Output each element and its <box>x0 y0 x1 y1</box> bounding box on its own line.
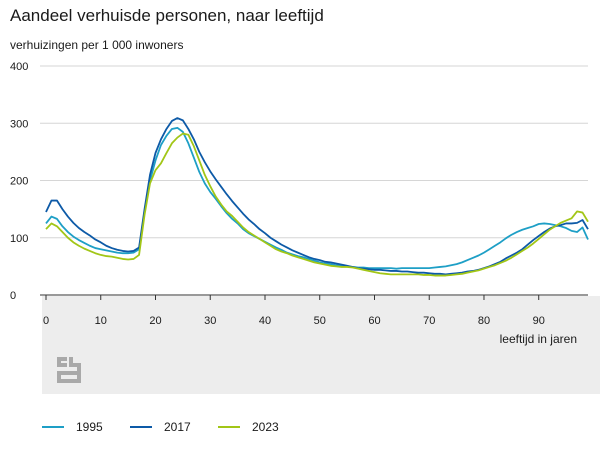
series-line-2017 <box>45 117 589 276</box>
legend-swatch <box>130 426 152 428</box>
legend: 1995 2017 2023 <box>42 418 306 436</box>
chart-title: Aandeel verhuisde personen, naar leeftij… <box>10 6 324 25</box>
y-tick-label: 100 <box>10 233 28 245</box>
legend-label: 2023 <box>252 420 279 434</box>
legend-item-2023[interactable]: 2023 <box>218 420 306 434</box>
y-tick-label: 300 <box>10 118 28 130</box>
y-axis-unit-label: verhuizingen per 1 000 inwoners <box>10 38 184 52</box>
legend-label: 2017 <box>164 420 191 434</box>
legend-swatch <box>42 426 64 428</box>
legend-swatch <box>218 426 240 428</box>
x-tick-label: 70 <box>423 315 435 327</box>
series-line-1995 <box>45 126 589 270</box>
y-tick-label: 400 <box>10 61 28 73</box>
x-axis-label: leeftijd in jaren <box>500 332 577 346</box>
legend-item-1995[interactable]: 1995 <box>42 420 130 434</box>
x-tick-label: 0 <box>43 315 49 327</box>
x-tick-label: 80 <box>478 315 490 327</box>
grid-lines <box>40 65 588 239</box>
x-tick-label: 20 <box>149 315 161 327</box>
x-tick-label: 40 <box>259 315 271 327</box>
x-tick-label: 90 <box>533 315 545 327</box>
x-tick-label: 30 <box>204 315 216 327</box>
legend-item-2017[interactable]: 2017 <box>130 420 218 434</box>
series-line-2023 <box>45 132 589 277</box>
x-tick-label: 60 <box>368 315 380 327</box>
x-axis-band <box>42 296 600 394</box>
axes: 0 100 200 300 400 0 10 20 30 40 50 60 70 80 90 <box>10 61 588 327</box>
x-tick-label: 10 <box>95 315 107 327</box>
series-lines <box>45 117 589 277</box>
cbs-logo-icon <box>57 357 81 383</box>
y-tick-label: 200 <box>10 176 28 188</box>
x-tick-label: 50 <box>314 315 326 327</box>
legend-label: 1995 <box>76 420 103 434</box>
y-tick-label: 0 <box>10 290 16 302</box>
